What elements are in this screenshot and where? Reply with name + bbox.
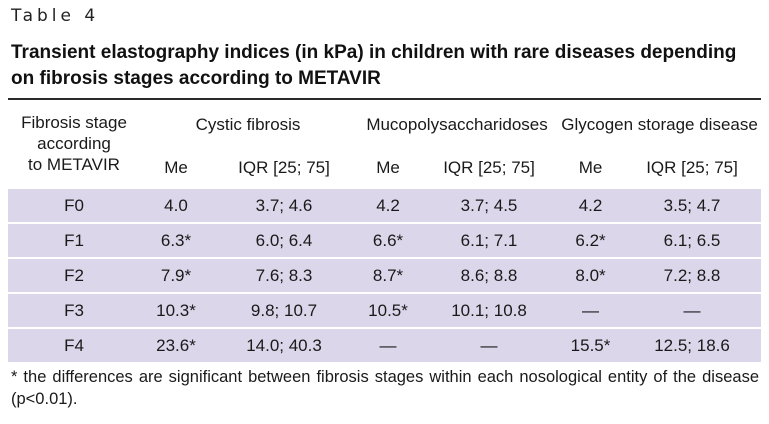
column-header-fibrosis-stage: Fibrosis stage according to METAVIR bbox=[8, 100, 140, 188]
table-footnote: * the differences are significant betwee… bbox=[11, 368, 759, 408]
column-header-glycogen-storage-disease: Glycogen storage disease bbox=[558, 100, 762, 150]
cell-cf-iqr: 6.0; 6.4 bbox=[212, 222, 357, 258]
stage-label-line: according bbox=[37, 134, 111, 153]
cell-cf-me: 7.9* bbox=[140, 257, 212, 293]
stage-label-line: to METAVIR bbox=[28, 155, 120, 174]
cell-mps-iqr: 3.7; 4.5 bbox=[420, 187, 559, 223]
table-row: F4 23.6* 14.0; 40.3 — — 15.5* 12.5; 18.6 bbox=[8, 327, 762, 362]
cell-mps-iqr: 10.1; 10.8 bbox=[420, 292, 559, 328]
subheader-iqr: IQR [25; 75] bbox=[420, 149, 559, 188]
cell-cf-me: 4.0 bbox=[140, 187, 212, 223]
cell-gsd-iqr: 3.5; 4.7 bbox=[623, 187, 762, 223]
cell-gsd-iqr: 6.1; 6.5 bbox=[623, 222, 762, 258]
table-row: F0 4.0 3.7; 4.6 4.2 3.7; 4.5 4.2 3.5; 4.… bbox=[8, 187, 762, 223]
cell-cf-me: 23.6* bbox=[140, 327, 212, 362]
table-caption-label: Table 4 bbox=[11, 6, 100, 26]
table-title: Transient elastography indices (in kPa) … bbox=[11, 42, 737, 89]
stage-label-line: Fibrosis stage bbox=[21, 113, 127, 132]
cell-mps-iqr: 8.6; 8.8 bbox=[420, 257, 559, 293]
table-row: F3 10.3* 9.8; 10.7 10.5* 10.1; 10.8 — — bbox=[8, 292, 762, 328]
subheader-me: Me bbox=[140, 149, 212, 188]
cell-cf-iqr: 7.6; 8.3 bbox=[212, 257, 357, 293]
cell-mps-iqr: — bbox=[420, 327, 559, 362]
data-table: Fibrosis stage according to METAVIR Cyst… bbox=[8, 98, 762, 362]
cell-mps-me: 4.2 bbox=[356, 187, 421, 223]
column-header-cystic-fibrosis: Cystic fibrosis bbox=[140, 100, 357, 150]
column-header-mucopolysaccharidoses: Mucopolysaccharidoses bbox=[356, 100, 559, 150]
table-row: F1 6.3* 6.0; 6.4 6.6* 6.1; 7.1 6.2* 6.1;… bbox=[8, 222, 762, 258]
subheader-iqr: IQR [25; 75] bbox=[623, 149, 762, 188]
cell-cf-iqr: 3.7; 4.6 bbox=[212, 187, 357, 223]
cell-cf-iqr: 9.8; 10.7 bbox=[212, 292, 357, 328]
cell-gsd-me: 4.2 bbox=[558, 187, 624, 223]
cell-gsd-iqr: — bbox=[623, 292, 762, 328]
cell-mps-me: 10.5* bbox=[356, 292, 421, 328]
cell-gsd-me: — bbox=[558, 292, 624, 328]
cell-mps-me: 6.6* bbox=[356, 222, 421, 258]
subheader-iqr: IQR [25; 75] bbox=[212, 149, 357, 188]
cell-mps-me: — bbox=[356, 327, 421, 362]
cell-stage: F1 bbox=[8, 222, 140, 258]
cell-mps-iqr: 6.1; 7.1 bbox=[420, 222, 559, 258]
cell-cf-me: 6.3* bbox=[140, 222, 212, 258]
table-subheader-row: Me IQR [25; 75] Me IQR [25; 75] Me IQR [… bbox=[8, 149, 762, 188]
table-header-row: Fibrosis stage according to METAVIR Cyst… bbox=[8, 100, 762, 188]
cell-stage: F2 bbox=[8, 257, 140, 293]
cell-gsd-me: 6.2* bbox=[558, 222, 624, 258]
cell-gsd-iqr: 12.5; 18.6 bbox=[623, 327, 762, 362]
cell-cf-me: 10.3* bbox=[140, 292, 212, 328]
table-row: F2 7.9* 7.6; 8.3 8.7* 8.6; 8.8 8.0* 7.2;… bbox=[8, 257, 762, 293]
cell-mps-me: 8.7* bbox=[356, 257, 421, 293]
cell-stage: F0 bbox=[8, 187, 140, 223]
subheader-me: Me bbox=[558, 149, 624, 188]
cell-gsd-me: 8.0* bbox=[558, 257, 624, 293]
cell-stage: F4 bbox=[8, 327, 140, 362]
cell-gsd-iqr: 7.2; 8.8 bbox=[623, 257, 762, 293]
cell-cf-iqr: 14.0; 40.3 bbox=[212, 327, 357, 362]
subheader-me: Me bbox=[356, 149, 421, 188]
cell-gsd-me: 15.5* bbox=[558, 327, 624, 362]
cell-stage: F3 bbox=[8, 292, 140, 328]
